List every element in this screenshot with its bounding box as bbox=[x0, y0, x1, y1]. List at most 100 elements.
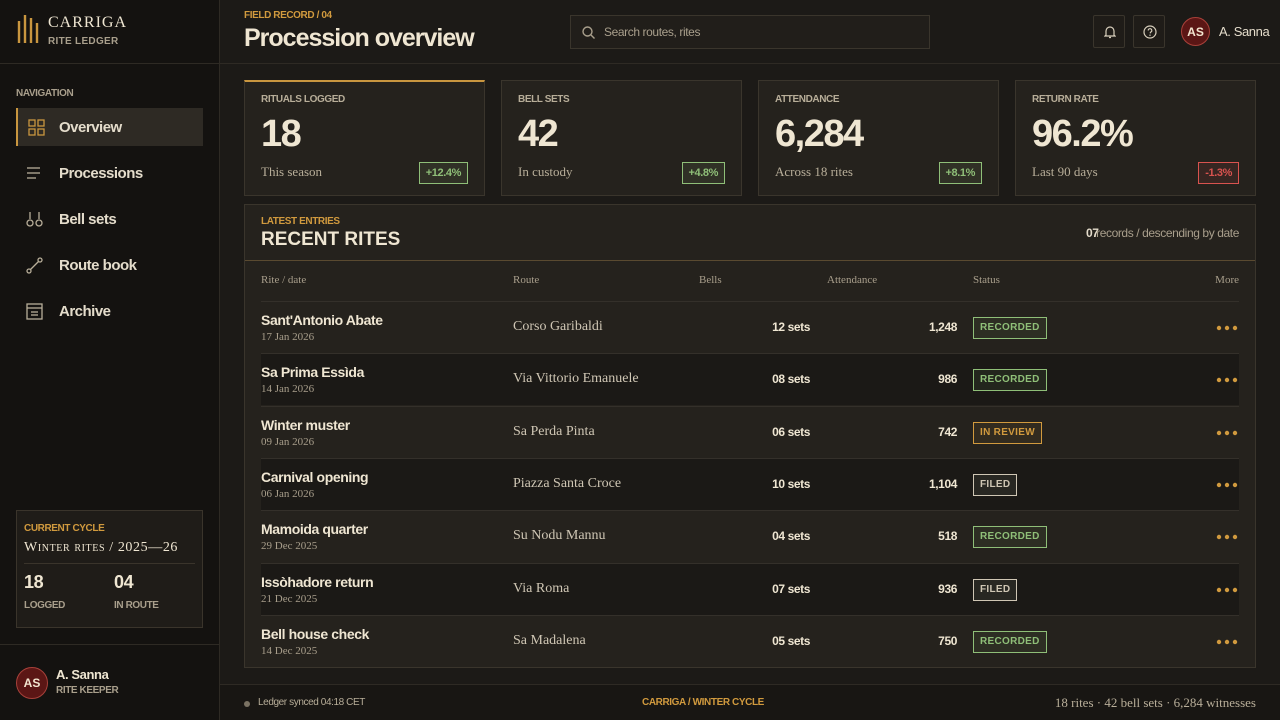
brand-logo bbox=[17, 15, 39, 43]
kpi-note: Across 18 rites bbox=[775, 164, 853, 179]
more-button[interactable] bbox=[1215, 370, 1239, 390]
table-row: Mamoida quarter 29 Dec 2025 Su Nodu Mannu 0… bbox=[261, 510, 1239, 562]
status-badge: RECORDED bbox=[973, 630, 1047, 653]
sync-status: Ledger synced 04:18 CET bbox=[258, 697, 365, 708]
rite-name: Sa Prima Essìda bbox=[261, 364, 364, 381]
cycle-label: CURRENT CYCLE bbox=[24, 523, 105, 534]
kpi-value: 96.2% bbox=[1032, 113, 1134, 155]
nav-item[interactable]: Archive bbox=[16, 292, 203, 330]
table-row: Sa Prima Essìda 14 Jan 2026 Via Vittorio E… bbox=[261, 353, 1239, 406]
kpi-note: Last 90 days bbox=[1032, 164, 1098, 179]
more-button[interactable] bbox=[1215, 580, 1239, 600]
status-badge: FILED bbox=[973, 473, 1018, 496]
more-icon bbox=[1216, 430, 1238, 435]
more-button[interactable] bbox=[1215, 632, 1239, 652]
help-icon bbox=[1143, 25, 1157, 39]
kpi-delta: +4.8% bbox=[681, 162, 725, 184]
nav-item[interactable]: Overview bbox=[16, 108, 203, 146]
rite-date: 29 Dec 2025 bbox=[261, 540, 318, 553]
cycle-stat-value: 04 bbox=[114, 572, 134, 592]
more-button[interactable] bbox=[1215, 423, 1239, 443]
kpi-delta: +12.4% bbox=[418, 162, 468, 184]
table-row: Issòhadore return 21 Dec 2025 Via Roma 07 s… bbox=[261, 562, 1239, 615]
nav-item[interactable]: Bell sets bbox=[16, 200, 203, 238]
bells: 07 sets bbox=[772, 581, 810, 596]
nav-label: NAVIGATION bbox=[16, 88, 74, 99]
bells: 05 sets bbox=[772, 633, 810, 648]
user-avatar: AS bbox=[16, 667, 48, 699]
bells: 10 sets bbox=[772, 476, 810, 491]
nav-icon bbox=[26, 212, 43, 227]
cycle-stat-label: LOGGED bbox=[24, 600, 65, 611]
kpi-label: RITUALS LOGGED bbox=[261, 94, 345, 105]
bells: 12 sets bbox=[772, 320, 810, 334]
rite-name: Sant'Antonio Abate bbox=[261, 312, 383, 328]
attendance: 750 bbox=[938, 633, 957, 648]
divider bbox=[0, 63, 219, 64]
nav-icon bbox=[26, 303, 43, 320]
rite-name: Issòhadore return bbox=[261, 573, 374, 590]
table-title: RECENT RITES bbox=[261, 229, 401, 250]
nav-item[interactable]: Route book bbox=[16, 246, 203, 284]
kpi-card: RITUALS LOGGED 18 This season +12.4% bbox=[244, 80, 485, 196]
cycle-stat-value: 18 bbox=[24, 572, 44, 592]
kpi-delta: -1.3% bbox=[1198, 162, 1239, 184]
more-button[interactable] bbox=[1215, 475, 1239, 495]
table-row: Sant'Antonio Abate 17 Jan 2026 Corso Garib… bbox=[261, 301, 1239, 353]
nav-item[interactable]: Processions bbox=[16, 154, 203, 192]
kpi-card: ATTENDANCE 6,284 Across 18 rites +8.1% bbox=[758, 80, 999, 196]
status-badge: RECORDED bbox=[973, 317, 1047, 339]
kpi-delta: +8.1% bbox=[938, 162, 982, 184]
route: Via Roma bbox=[513, 580, 570, 596]
kpi-note: This season bbox=[261, 164, 323, 179]
nav-icon bbox=[26, 257, 43, 274]
attendance: 1,248 bbox=[928, 320, 957, 334]
sidebar: CARRIGA RITE LEDGER NAVIGATION Overview P… bbox=[0, 0, 220, 720]
route: Piazza Santa Croce bbox=[513, 475, 622, 491]
nav-icon bbox=[28, 119, 45, 136]
kpi-value: 6,284 bbox=[775, 113, 864, 155]
column-header: Bells bbox=[699, 274, 722, 286]
rite-name: Carnival opening bbox=[261, 468, 369, 485]
kpi-value: 18 bbox=[261, 113, 302, 155]
column-header: Attendance bbox=[827, 274, 878, 286]
header-avatar[interactable]: AS bbox=[1181, 17, 1210, 46]
route: Su Nodu Mannu bbox=[513, 528, 606, 544]
brand-name: CARRIGA bbox=[48, 14, 128, 31]
bells: 06 sets bbox=[772, 424, 810, 439]
kpi-value: 42 bbox=[518, 113, 559, 155]
status-badge: RECORDED bbox=[973, 526, 1047, 549]
kpi-note: In custody bbox=[518, 164, 573, 179]
rite-date: 17 Jan 2026 bbox=[261, 331, 315, 343]
rite-name: Mamoida quarter bbox=[261, 521, 368, 538]
bell-icon bbox=[1104, 26, 1116, 39]
help-button[interactable] bbox=[1133, 15, 1165, 48]
kpi-card: BELL SETS 42 In custody +4.8% bbox=[501, 80, 742, 196]
bells: 08 sets bbox=[772, 372, 810, 387]
user-name: A. Sanna bbox=[56, 667, 109, 682]
brand-sub: RITE LEDGER bbox=[48, 36, 119, 47]
rite-date: 06 Jan 2026 bbox=[261, 487, 315, 500]
more-icon bbox=[1216, 378, 1238, 383]
table-row: Bell house check 14 Dec 2025 Sa Madalena 05… bbox=[261, 614, 1239, 667]
column-header: More bbox=[1215, 274, 1239, 286]
search-box[interactable]: Search routes, rites bbox=[570, 15, 930, 49]
footer: Ledger synced 04:18 CET CARRIGA / WINTER… bbox=[220, 684, 1280, 720]
cycle-panel: CURRENT CYCLE Winter rites / 2025—26 18 L… bbox=[16, 510, 203, 628]
table-row: Carnival opening 06 Jan 2026 Piazza Santa … bbox=[261, 457, 1239, 510]
column-header: Rite / date bbox=[261, 274, 307, 286]
more-button[interactable] bbox=[1215, 318, 1239, 338]
rite-date: 14 Dec 2025 bbox=[261, 644, 318, 657]
more-button[interactable] bbox=[1215, 527, 1239, 547]
divider bbox=[0, 644, 219, 645]
notifications-button[interactable] bbox=[1093, 15, 1125, 48]
attendance: 742 bbox=[938, 424, 957, 439]
table-count: 07 bbox=[1086, 226, 1099, 240]
table-count-note: records / descending by date bbox=[1096, 226, 1239, 240]
page-title: Procession overview bbox=[244, 24, 475, 52]
divider bbox=[245, 260, 1255, 261]
footer-center: CARRIGA / WINTER CYCLE bbox=[642, 697, 764, 708]
more-icon bbox=[1216, 482, 1238, 488]
kpi-label: RETURN RATE bbox=[1032, 94, 1099, 105]
